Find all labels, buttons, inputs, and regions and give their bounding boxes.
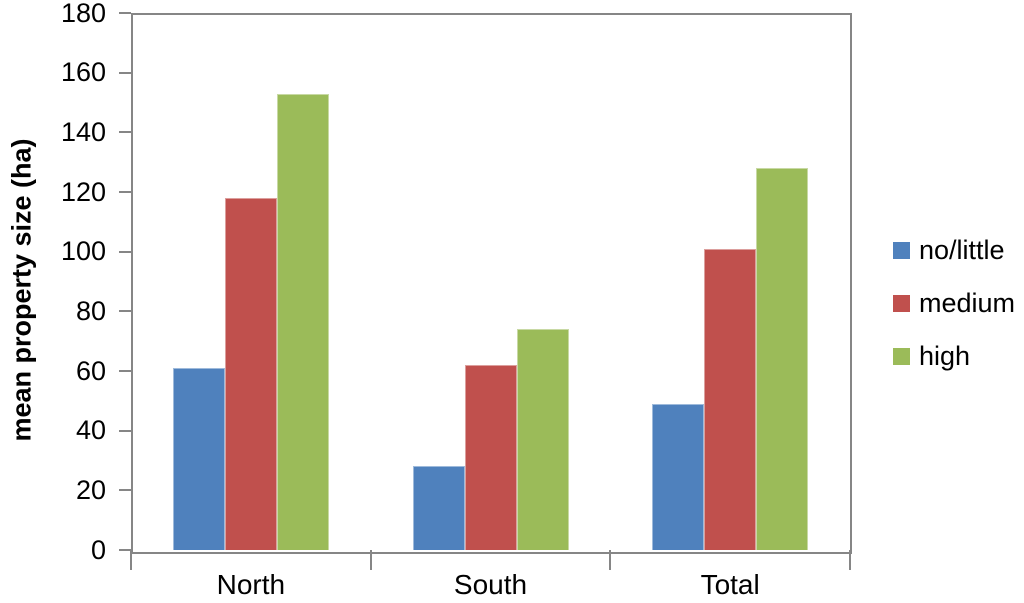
y-axis-tick bbox=[119, 489, 131, 492]
x-axis-label-north: North bbox=[216, 569, 286, 600]
y-axis-tick-label: 60 bbox=[75, 355, 106, 386]
x-axis-tick bbox=[130, 550, 132, 570]
legend-swatch-medium-icon bbox=[893, 294, 910, 312]
y-axis-tick-label: 160 bbox=[60, 57, 106, 88]
legend-item-medium: medium bbox=[893, 287, 1015, 319]
legend-swatch-no-little-icon bbox=[893, 241, 910, 259]
legend-label: no/little bbox=[919, 235, 1005, 265]
bar-no-little-south bbox=[412, 466, 465, 550]
y-axis-tick bbox=[119, 310, 131, 313]
bar-high-total bbox=[756, 168, 809, 550]
x-axis-tick bbox=[849, 550, 851, 570]
legend-item-no-little: no/little bbox=[893, 234, 1015, 266]
bar-medium-total bbox=[704, 248, 757, 550]
bar-no-little-total bbox=[652, 403, 705, 550]
x-axis-label-total: Total bbox=[700, 569, 760, 600]
x-axis-tick bbox=[369, 550, 372, 570]
y-axis-title: mean property size (ha) bbox=[6, 138, 37, 442]
y-axis-tick bbox=[119, 12, 131, 14]
bar-high-north bbox=[276, 93, 329, 550]
y-axis-tick bbox=[119, 71, 131, 74]
y-axis-tick-label: 100 bbox=[60, 236, 106, 267]
x-axis-tick bbox=[609, 550, 612, 570]
y-axis-tick bbox=[119, 549, 131, 551]
y-axis-tick-label: 80 bbox=[75, 295, 106, 326]
y-axis-tick bbox=[119, 429, 131, 432]
bar-no-little-north bbox=[172, 368, 225, 550]
bar-medium-south bbox=[464, 365, 517, 550]
y-axis-tick-label: 0 bbox=[90, 534, 106, 565]
bar-high-south bbox=[516, 329, 569, 550]
legend-label: high bbox=[919, 341, 971, 371]
x-axis-label-south: South bbox=[453, 569, 528, 600]
y-axis-tick-label: 40 bbox=[75, 415, 106, 446]
legend-label: medium bbox=[919, 288, 1016, 318]
y-axis-tick-label: 20 bbox=[75, 474, 106, 505]
legend-swatch-high-icon bbox=[893, 347, 910, 365]
legend-item-high: high bbox=[893, 340, 1015, 372]
y-axis-tick-label: 120 bbox=[60, 176, 106, 207]
y-axis-tick-label: 180 bbox=[60, 0, 106, 28]
bar-medium-north bbox=[224, 197, 277, 550]
y-axis-tick bbox=[119, 370, 131, 372]
y-axis-tick bbox=[119, 191, 131, 193]
plot-area bbox=[131, 13, 852, 554]
y-axis-tick bbox=[119, 131, 131, 134]
y-axis-tick-label: 140 bbox=[60, 116, 106, 147]
y-axis-tick bbox=[119, 250, 131, 253]
legend: no/little medium high bbox=[893, 234, 1015, 372]
